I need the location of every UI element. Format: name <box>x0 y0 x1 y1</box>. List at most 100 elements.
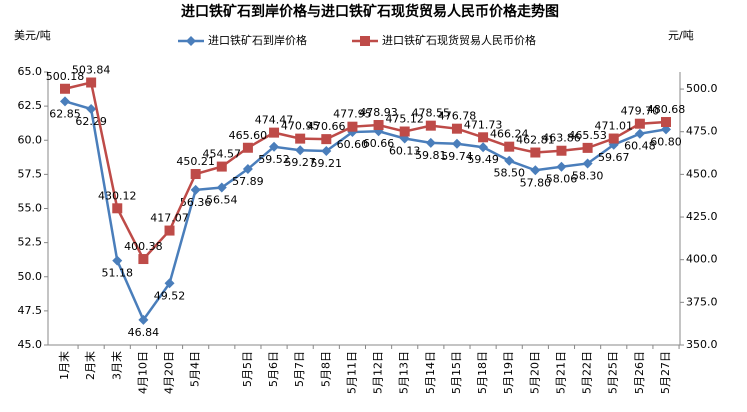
marker <box>451 123 462 134</box>
x-tick-label: 2月末 <box>83 351 97 380</box>
marker <box>556 161 567 172</box>
data-label: 62.85 <box>49 107 81 120</box>
data-label: 57.89 <box>232 175 264 188</box>
marker <box>269 127 280 138</box>
legend-marker <box>360 36 370 46</box>
marker <box>138 254 149 265</box>
data-label: 475.12 <box>385 113 424 126</box>
data-label: 430.12 <box>98 189 137 202</box>
marker <box>530 165 541 176</box>
y2-tick-label: 475.0 <box>686 125 718 138</box>
data-label: 480.68 <box>647 103 686 116</box>
marker <box>112 203 123 214</box>
marker <box>86 77 97 88</box>
y2-tick-label: 375.0 <box>686 295 718 308</box>
data-label: 59.74 <box>441 150 473 163</box>
data-label: 465.60 <box>229 129 268 142</box>
marker <box>321 134 332 145</box>
data-label: 58.06 <box>546 173 578 186</box>
marker <box>242 164 253 175</box>
marker <box>60 96 70 107</box>
y2-tick-label: 450.0 <box>686 167 718 180</box>
marker <box>190 184 201 195</box>
x-tick-label: 5月13日 <box>398 351 411 394</box>
marker <box>451 138 462 149</box>
x-tick-label: 5月11日 <box>345 351 358 394</box>
x-tick-label: 5月18日 <box>476 351 489 394</box>
marker <box>425 120 436 131</box>
marker <box>216 161 227 172</box>
marker <box>60 83 70 94</box>
x-tick-label: 5月19日 <box>502 351 515 394</box>
x-tick-label: 5月5日 <box>241 351 254 387</box>
x-tick-label: 1月末 <box>57 351 71 380</box>
data-label: 60.13 <box>389 144 421 157</box>
marker <box>373 120 384 131</box>
marker <box>399 126 410 137</box>
x-tick-label: 5月14日 <box>424 351 437 394</box>
y2-tick-label: 500.0 <box>686 82 718 95</box>
marker <box>608 133 619 144</box>
data-label: 477.95 <box>333 108 372 121</box>
data-label: 470.95 <box>281 120 320 133</box>
marker <box>478 142 489 153</box>
x-tick-label: 5月20日 <box>528 351 541 394</box>
y-tick-label: 65.0 <box>18 65 43 78</box>
y2-axis-label: 元/吨 <box>668 29 694 42</box>
x-tick-label: 5月7日 <box>293 351 306 387</box>
data-label: 57.80 <box>520 176 552 189</box>
marker <box>582 158 593 169</box>
x-tick-label: 5月27日 <box>659 351 672 394</box>
marker <box>634 128 645 139</box>
marker <box>425 137 436 148</box>
marker <box>556 145 567 156</box>
y-tick-label: 55.0 <box>18 202 43 215</box>
data-label: 59.21 <box>311 157 343 170</box>
marker <box>504 141 515 152</box>
x-tick-label: 3月末 <box>109 351 123 380</box>
marker <box>164 278 175 289</box>
x-tick-label: 5月22日 <box>581 351 594 394</box>
x-tick-label: 4月10日 <box>136 351 149 394</box>
data-label: 478.55 <box>412 107 451 120</box>
data-label: 59.67 <box>598 151 630 164</box>
data-label: 56.54 <box>206 193 238 206</box>
y-tick-label: 50.0 <box>18 270 43 283</box>
data-label: 450.21 <box>176 155 215 168</box>
y-tick-label: 52.5 <box>18 236 43 249</box>
x-tick-label: 5月15日 <box>450 351 463 394</box>
x-tick-label: 5月26日 <box>633 351 646 394</box>
marker <box>86 103 97 114</box>
data-label: 466.24 <box>490 128 529 141</box>
marker <box>295 145 306 156</box>
marker <box>661 117 671 128</box>
y-axis-label: 美元/吨 <box>14 29 51 42</box>
data-label: 46.84 <box>128 326 160 339</box>
data-label: 58.50 <box>493 167 525 180</box>
x-tick-label: 5月21日 <box>554 351 567 394</box>
data-label: 51.18 <box>102 267 134 280</box>
data-label: 465.53 <box>568 129 607 142</box>
data-label: 59.81 <box>415 149 447 162</box>
x-tick-label: 5月25日 <box>607 351 620 394</box>
marker <box>216 182 227 193</box>
data-label: 59.27 <box>284 156 316 169</box>
legend-label: 进口铁矿石现货贸易人民币价格 <box>382 33 536 47</box>
data-label: 478.93 <box>359 106 398 119</box>
data-label: 470.66 <box>307 120 346 133</box>
marker <box>530 147 541 158</box>
data-label: 49.52 <box>154 289 186 302</box>
marker <box>295 133 306 144</box>
marker <box>634 118 645 129</box>
marker <box>321 146 332 157</box>
marker <box>582 142 593 153</box>
legend-label: 进口铁矿石到岸价格 <box>208 33 307 47</box>
data-label: 454.57 <box>203 148 242 161</box>
y-tick-label: 60.0 <box>18 133 43 146</box>
marker <box>138 314 149 325</box>
y2-tick-label: 425.0 <box>686 210 718 223</box>
data-label: 400.38 <box>124 240 163 253</box>
data-label: 500.18 <box>46 70 85 83</box>
x-tick-label: 5月6日 <box>267 351 280 387</box>
